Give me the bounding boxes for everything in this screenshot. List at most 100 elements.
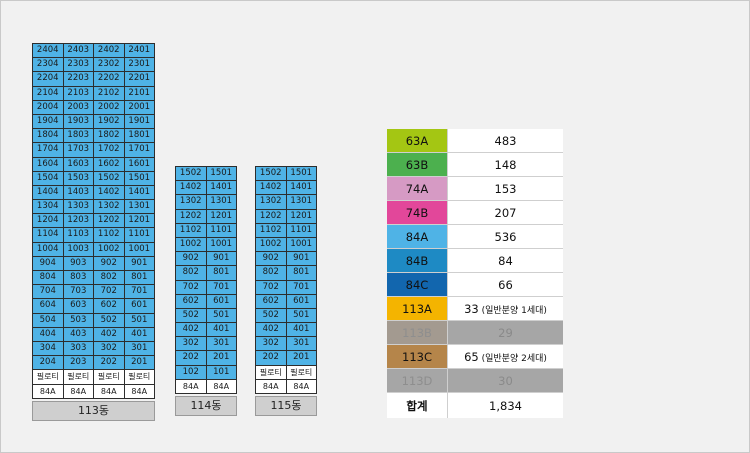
unit-cell: 1001 <box>205 236 237 253</box>
legend-count-value: 483 <box>494 133 517 148</box>
unit-cell: 1502 <box>255 166 287 182</box>
legend-count: 66 <box>447 272 563 297</box>
legend-count: 153 <box>447 176 563 201</box>
unit-cell: 2403 <box>62 43 94 59</box>
piloti-cell: 필로티 <box>32 369 64 385</box>
unit-cell: 1304 <box>32 199 64 215</box>
unit-cell: 1602 <box>93 156 125 172</box>
unit-cell: 1202 <box>93 213 125 229</box>
floor-row: 604 603 602 601 <box>32 298 155 314</box>
unit-cell: 401 <box>285 322 317 338</box>
unit-cell: 803 <box>62 270 94 286</box>
legend-count-value: 66 <box>498 277 513 292</box>
unit-cell: 402 <box>255 322 287 338</box>
unit-cell: 804 <box>32 270 64 286</box>
floor-row: 1102 1101 <box>255 222 317 238</box>
floor-row: 1404 1403 1402 1401 <box>32 184 155 201</box>
unit-cell: 801 <box>205 265 237 281</box>
unit-cell: 1102 <box>93 227 125 243</box>
building-name: 115동 <box>255 396 317 416</box>
piloti-cell: 필로티 <box>93 369 125 385</box>
unit-cell: 402 <box>93 326 125 342</box>
legend-count: 29 <box>447 320 563 345</box>
unit-cell: 801 <box>123 270 155 286</box>
floor-row: 1402 1401 <box>175 180 237 196</box>
unit-cell: 1803 <box>62 128 94 144</box>
floor-row: 1402 1401 <box>255 180 317 196</box>
unit-cell: 1501 <box>123 170 155 186</box>
floor-row: 1804 1803 1802 1801 <box>32 128 155 144</box>
floor-row: 1304 1303 1302 1301 <box>32 199 155 215</box>
unit-cell: 1104 <box>32 227 64 243</box>
top-bar-right <box>206 0 366 1</box>
unit-cell: 1203 <box>62 213 94 229</box>
unit-cell: 202 <box>175 350 207 366</box>
floor-row: 504 503 502 501 <box>32 312 155 328</box>
building-1: 2404 2403 2402 2401 2304 2303 2302 2301 2204 2203… <box>32 43 155 421</box>
floor-row: 904 903 902 901 <box>32 255 155 271</box>
floor-row: 필로티 필로티 필로티 필로티 <box>32 369 155 385</box>
legend-type-swatch: 84C <box>387 272 448 297</box>
legend-row: 84A 536 <box>387 224 563 249</box>
unit-cell: 501 <box>285 307 317 324</box>
unit-cell: 1701 <box>123 142 155 158</box>
floor-row: 2104 2103 2102 2101 <box>32 85 155 101</box>
unit-cell: 202 <box>255 350 287 366</box>
unit-cell: 304 <box>32 340 64 357</box>
legend-row: 113A 33 (일반분양 1세대) <box>387 296 563 321</box>
unit-cell: 1303 <box>62 199 94 215</box>
unit-cell: 903 <box>62 255 94 271</box>
unit-cell: 1401 <box>123 184 155 201</box>
unit-cell: 301 <box>123 340 155 357</box>
unit-cell: 602 <box>93 298 125 314</box>
legend-row: 113C 65 (일반분양 2세대) <box>387 344 563 369</box>
piloti-cell: 필로티 <box>285 364 317 380</box>
floor-row: 702 701 <box>175 279 237 295</box>
unit-cell: 1001 <box>285 236 317 253</box>
unit-cell: 1403 <box>62 184 94 201</box>
unit-cell: 302 <box>255 336 287 352</box>
legend-count: 483 <box>447 129 563 153</box>
unit-cell: 1502 <box>175 166 207 182</box>
unit-cell: 1904 <box>32 113 64 130</box>
floor-row: 802 801 <box>175 265 237 281</box>
floor-row: 2404 2403 2402 2401 <box>32 43 155 59</box>
unit-cell: 1501 <box>205 166 237 182</box>
unit-cell: 1504 <box>32 170 64 186</box>
legend-row: 84C 66 <box>387 272 563 297</box>
legend-count-value: 207 <box>494 205 517 220</box>
floor-row: 1102 1101 <box>175 222 237 238</box>
floor-row: 802 801 <box>255 265 317 281</box>
unit-cell: 1401 <box>285 180 317 196</box>
unit-cell: 802 <box>255 265 287 281</box>
unit-cell: 1802 <box>93 128 125 144</box>
unit-cell: 1102 <box>255 222 287 238</box>
unit-cell: 1001 <box>123 241 155 257</box>
unit-cell: 901 <box>285 251 317 267</box>
unit-cell: 303 <box>62 340 94 357</box>
unit-cell: 504 <box>32 312 64 328</box>
unit-cell: 702 <box>93 284 125 300</box>
floor-row: 602 601 <box>175 293 237 309</box>
unit-cell: 502 <box>93 312 125 328</box>
legend-type-swatch: 63A <box>387 129 448 153</box>
legend-count: 65 (일반분양 2세대) <box>447 344 563 369</box>
legend-count-value: 33 <box>464 301 479 316</box>
unit-cell: 1002 <box>93 241 125 257</box>
unit-cell: 2303 <box>62 57 94 73</box>
unit-cell: 1202 <box>255 208 287 224</box>
floor-row: 502 501 <box>175 307 237 324</box>
unit-cell: 1501 <box>285 166 317 182</box>
legend-row: 74B 207 <box>387 200 563 225</box>
unit-cell: 2302 <box>93 57 125 73</box>
unit-cell: 601 <box>205 293 237 309</box>
unit-cell: 1402 <box>255 180 287 196</box>
unit-cell: 1703 <box>62 142 94 158</box>
floor-row: 902 901 <box>255 251 317 267</box>
unit-cell: 501 <box>123 312 155 328</box>
unit-cell: 1103 <box>62 227 94 243</box>
legend-type-swatch: 113B <box>387 320 448 345</box>
floor-row: 304 303 302 301 <box>32 340 155 357</box>
unit-cell: 901 <box>123 255 155 271</box>
unit-cell: 701 <box>285 279 317 295</box>
